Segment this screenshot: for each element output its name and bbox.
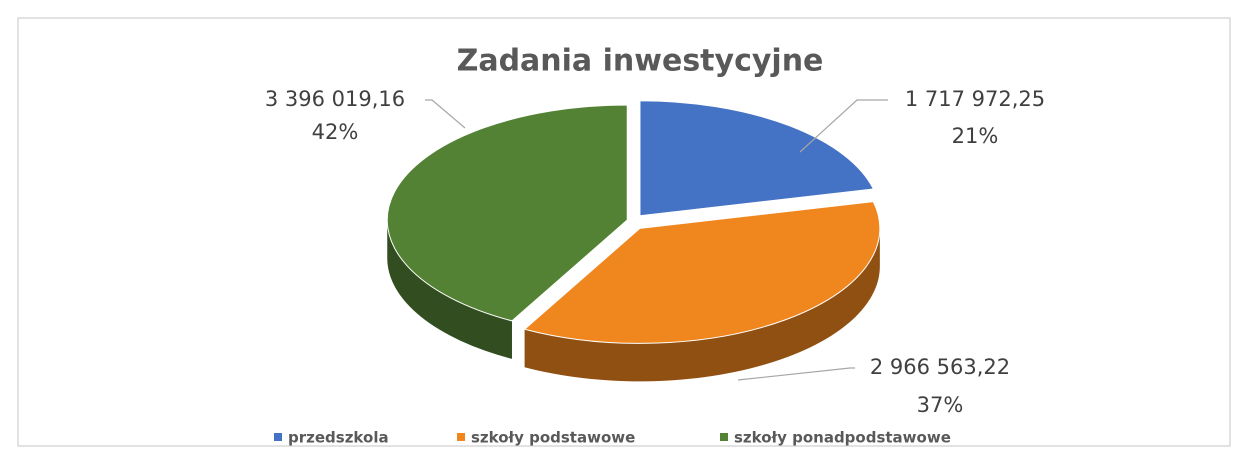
legend-swatch	[720, 433, 728, 441]
legend-label: szkoły podstawowe	[471, 429, 635, 447]
legend-label: szkoły ponadpodstawowe	[734, 429, 951, 447]
value-label: 2 966 563,22	[870, 355, 1010, 379]
slice-side	[387, 220, 512, 359]
percent-label: 42%	[312, 120, 359, 144]
leader-line	[799, 99, 888, 153]
percent-label: 37%	[917, 393, 964, 417]
chart-border	[17, 17, 1231, 447]
slice	[386, 104, 628, 322]
value-label: 3 396 019,16	[265, 87, 405, 111]
leader-line	[737, 367, 855, 381]
legend-swatch	[457, 433, 465, 441]
legend-swatch	[274, 433, 282, 441]
value-label: 1 717 972,25	[905, 87, 1045, 111]
leader-line	[425, 99, 466, 129]
chart-title: Zadania inwestycyjne	[457, 44, 824, 79]
slice	[639, 100, 875, 217]
percent-label: 21%	[952, 124, 999, 148]
slice	[523, 201, 881, 344]
legend-label: przedszkola	[288, 429, 389, 447]
